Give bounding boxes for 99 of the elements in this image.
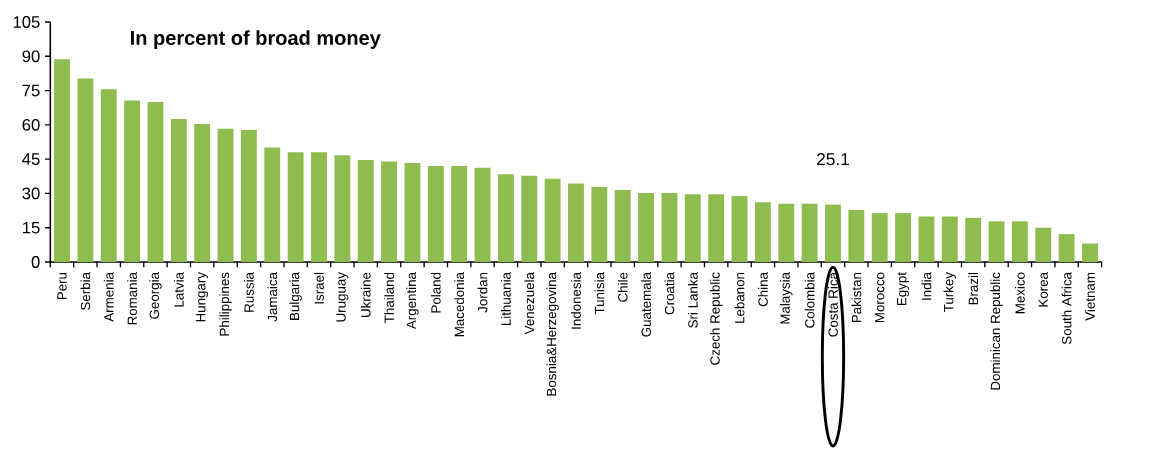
bar <box>427 166 444 262</box>
bar <box>497 174 514 262</box>
bar <box>311 152 327 262</box>
x-tick-label: Argentina <box>406 272 419 330</box>
x-tick-label: Pakistan <box>851 272 862 323</box>
bar <box>895 213 912 262</box>
bar <box>194 123 211 262</box>
x-tick-label: Hungary <box>196 272 209 322</box>
x-tick-label: Bulgaria <box>289 272 302 320</box>
bar <box>124 100 141 262</box>
x-tick-label: Poland <box>430 272 441 313</box>
bar <box>871 213 888 262</box>
x-tick-label: Latvia <box>173 272 184 307</box>
y-tick-label: 105 <box>13 16 40 28</box>
x-tick-label: Egypt <box>897 272 910 306</box>
bar <box>170 118 187 262</box>
bar <box>568 183 584 262</box>
x-tick-label: Tunisia <box>594 272 605 315</box>
bar <box>451 166 468 262</box>
x-tick-label: Sri Lanka <box>687 272 698 328</box>
x-tick-label: Thailand <box>384 272 394 323</box>
x-tick-label: Serbia <box>80 272 91 310</box>
x-tick-label: Israel <box>314 272 324 304</box>
x-tick-label: Romania <box>127 272 137 325</box>
x-tick-label: Philippines <box>219 272 232 336</box>
x-tick-label: Lebanon <box>734 272 745 323</box>
x-tick-label: Chile <box>617 272 628 302</box>
x-tick-label: Turkey <box>943 272 957 313</box>
bar <box>1058 234 1075 262</box>
bar <box>1035 227 1052 262</box>
bar <box>988 221 1005 262</box>
bar <box>754 202 771 262</box>
chart-title: In percent of broad money <box>131 30 381 49</box>
bar <box>240 130 257 262</box>
x-tick-label: Malaysia <box>780 272 793 324</box>
bar <box>708 194 725 262</box>
x-tick-label: Vietnam <box>1085 272 1095 321</box>
bar <box>661 192 678 262</box>
x-tick-label: India <box>921 272 932 300</box>
x-tick-label: Czech Republic <box>709 272 723 365</box>
bar <box>147 102 164 262</box>
x-tick-label: Ukraine <box>360 272 371 317</box>
x-tick-label: Morocco <box>875 272 885 323</box>
x-tick-label: Macedonia <box>454 272 465 337</box>
bar <box>474 167 491 262</box>
bar <box>965 217 982 262</box>
x-tick-label: Mexico <box>1014 272 1025 314</box>
x-tick-label: Colombia <box>804 272 815 328</box>
x-tick-label: China <box>758 272 768 307</box>
bar <box>614 190 631 262</box>
bar <box>591 187 608 262</box>
bar <box>778 203 795 262</box>
y-tick-label: 15 <box>23 221 40 234</box>
bar <box>801 203 818 262</box>
x-tick-label: Guatemala <box>641 272 651 337</box>
x-tick-label: Indonesia <box>571 272 581 329</box>
bar <box>381 161 398 262</box>
bar <box>941 216 958 262</box>
y-tick-label: 30 <box>22 187 40 200</box>
y-tick-label: 75 <box>22 84 40 97</box>
bar <box>357 160 374 262</box>
x-tick-label: Jamaica <box>267 272 278 322</box>
bar <box>918 216 935 262</box>
y-tick-label: 60 <box>22 118 40 131</box>
bar <box>287 152 304 262</box>
bar <box>638 192 655 262</box>
bar <box>100 89 117 262</box>
bar <box>731 195 748 262</box>
x-tick-label: Croatia <box>664 272 675 315</box>
bar <box>684 194 701 262</box>
x-tick-label: South Africa <box>1061 272 1072 345</box>
bar <box>521 175 538 262</box>
x-tick-label: Uruguay <box>336 272 349 322</box>
bar <box>1011 221 1028 262</box>
x-tick-label: Armenia <box>103 272 114 322</box>
x-tick-label: Georgia <box>149 272 162 319</box>
y-tick-label: 90 <box>22 50 40 63</box>
bar <box>544 178 561 262</box>
bar <box>54 59 70 262</box>
bar <box>825 204 841 262</box>
x-tick-label: Bosnia&Herzegovina <box>546 272 559 396</box>
y-tick-label: 0 <box>31 256 40 268</box>
bar <box>217 128 234 262</box>
x-tick-label: Brazil <box>968 272 979 305</box>
bar <box>77 78 94 262</box>
x-tick-label: Russia <box>244 272 254 312</box>
x-tick-label: Dominican Republic <box>990 272 1003 390</box>
bar <box>404 163 421 262</box>
x-tick-label: Lithuania <box>501 272 511 326</box>
x-tick-label: Jordan <box>477 272 488 313</box>
bar <box>334 155 351 262</box>
annotation: 25.1 <box>816 152 850 166</box>
x-tick-label: Korea <box>1038 272 1048 307</box>
bar <box>1082 243 1098 262</box>
x-tick-label: Peru <box>57 272 67 300</box>
x-tick-label: Venezuela <box>524 272 535 335</box>
bar <box>848 210 865 262</box>
y-tick-label: 45 <box>22 153 40 165</box>
bar <box>264 147 281 262</box>
